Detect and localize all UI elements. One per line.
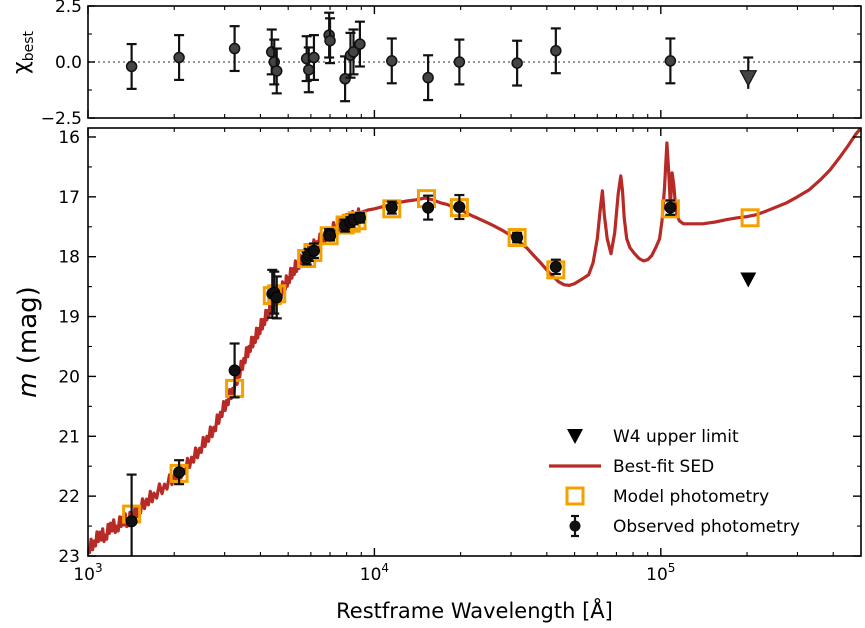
residual-point (303, 64, 315, 76)
observed-photometry-point (125, 515, 138, 528)
sed-ytick-label: 20 (58, 367, 80, 387)
residual-point (550, 45, 562, 57)
sed-xlabel: Restframe Wavelength [Å] (336, 597, 613, 623)
residual-point (173, 51, 185, 64)
residual-point (228, 42, 241, 55)
residual-point (354, 38, 366, 50)
legend-label: Best-fit SED (613, 457, 714, 477)
sed-ytick-label: 16 (58, 128, 80, 148)
sed-ytick-label: 23 (58, 547, 80, 567)
sed-frame (87, 127, 862, 557)
observed-photometry-point (353, 211, 366, 224)
residual-point (270, 65, 283, 77)
observed-photometry-point (307, 244, 320, 257)
residual-point (664, 55, 677, 67)
sed-xtick-label: 103 (73, 561, 102, 585)
model-photometry-marker (319, 226, 339, 246)
legend-w4-marker (567, 429, 583, 444)
residual-ytick-label: −2.5 (41, 109, 82, 129)
model-photometry-marker (507, 228, 527, 248)
observed-photometry-point (173, 466, 186, 479)
legend: W4 upper limit Best-fit SED Model photomet… (549, 427, 800, 538)
legend-model-marker (565, 486, 585, 506)
observed-photometry-point (324, 229, 337, 242)
sed-ytick-label: 22 (58, 487, 80, 507)
observed-photometry-point (511, 231, 524, 244)
residual-ytick-label: 0.0 (55, 53, 82, 73)
residual-point (422, 71, 434, 84)
residual-upper-limit-triangle (739, 70, 758, 87)
sed-ytick-label: 21 (58, 427, 80, 447)
legend-label: Model photometry (613, 487, 769, 507)
residual-point (308, 51, 320, 64)
residual-ytick-label: 2.5 (55, 0, 82, 17)
residual-point (347, 46, 360, 58)
residual-point (453, 56, 466, 68)
sed-xtick-label: 105 (646, 561, 675, 585)
sed-xtick-label: 104 (360, 561, 389, 585)
observed-photometry-point (422, 201, 435, 214)
observed-photometry-point (270, 291, 283, 304)
sed-ytick-label: 19 (58, 308, 80, 328)
observed-photometry-point (664, 201, 677, 214)
legend-label: Observed photometry (613, 517, 800, 537)
residual-ylabel: χbest (9, 30, 37, 74)
sed-ytick-label: 18 (58, 248, 80, 268)
observed-photometry-point (549, 260, 562, 273)
sed-plot-area (88, 128, 861, 556)
model-photometry-marker (740, 208, 760, 228)
legend-observed-marker (569, 520, 581, 532)
observed-photometry-point (453, 201, 466, 214)
observed-photometry-point (228, 364, 241, 377)
legend-label: W4 upper limit (613, 427, 739, 447)
residual-point (324, 34, 336, 47)
sed-ytick-label: 17 (58, 188, 80, 208)
sed-ylabel: m (mag) (13, 286, 43, 398)
residual-point (511, 57, 523, 69)
best-fit-sed-line (88, 128, 861, 555)
residual-point (125, 60, 138, 73)
residual-panel: 2.5 0.0 −2.5 χbest (9, 0, 862, 129)
w4-upper-limit-marker (740, 272, 757, 288)
observed-photometry-point (385, 201, 398, 214)
residual-point (339, 73, 351, 85)
residual-point (386, 55, 398, 67)
